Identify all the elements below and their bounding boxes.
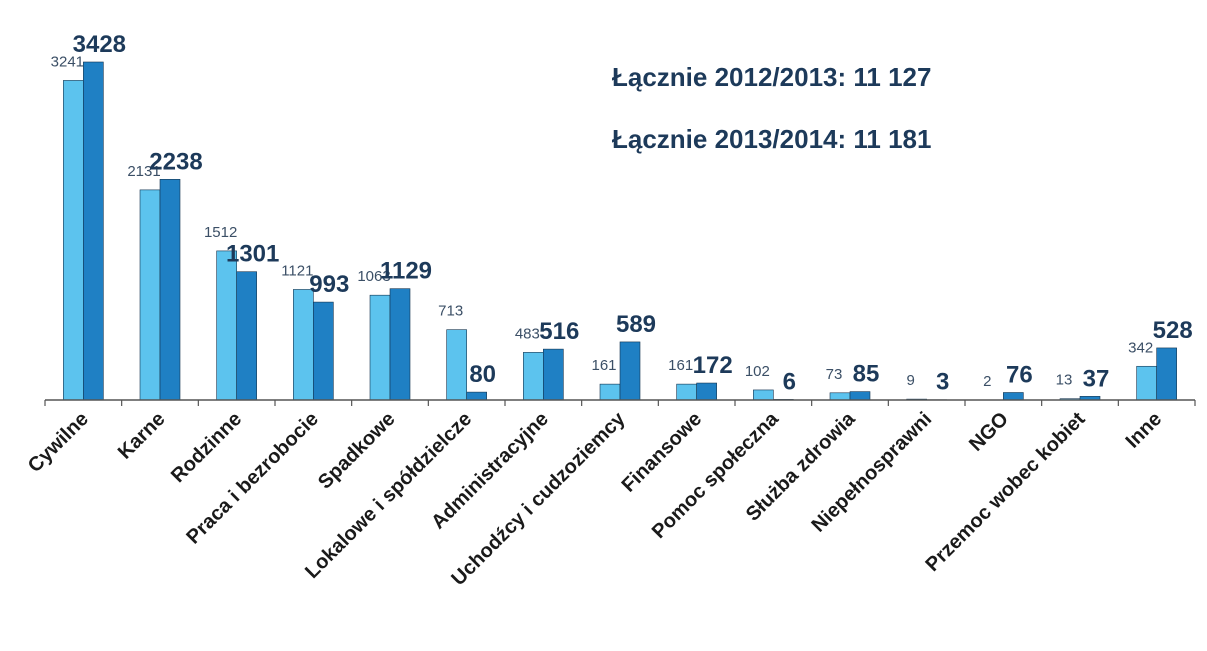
value-label: 589 <box>616 311 656 338</box>
value-label: 483 <box>515 325 540 342</box>
bar <box>1136 365 1157 401</box>
bar <box>1156 347 1177 401</box>
value-label: 73 <box>826 366 843 383</box>
bar <box>313 301 334 401</box>
bar <box>829 392 851 401</box>
value-label: 3241 <box>51 53 84 70</box>
value-label: 1512 <box>204 224 237 241</box>
bar <box>523 352 544 401</box>
value-label: 9 <box>906 372 914 389</box>
bar <box>619 341 641 401</box>
value-label: 2 <box>983 373 991 390</box>
bar <box>696 382 717 401</box>
value-label: 713 <box>438 303 463 320</box>
x-tick-label: Inne <box>1122 408 1167 453</box>
bar <box>599 383 621 401</box>
bar <box>849 391 871 401</box>
value-label: 37 <box>1083 365 1110 392</box>
value-label: 13 <box>1056 372 1073 389</box>
bar <box>216 250 237 401</box>
x-tick-label: Przemoc wobec kobiet <box>922 408 1090 576</box>
value-label: 161 <box>668 357 693 374</box>
annotation: Łącznie 2013/2014: 11 181 <box>612 124 931 154</box>
value-label: 80 <box>469 361 496 388</box>
x-tick-label: Rodzinne <box>167 408 246 487</box>
bar <box>159 179 181 401</box>
bar <box>1003 392 1024 401</box>
bar <box>139 189 161 401</box>
x-tick-label: Cywilne <box>24 408 93 477</box>
annotation: Łącznie 2012/2013: 11 127 <box>612 62 931 92</box>
value-label: 1301 <box>226 241 279 268</box>
value-label: 1129 <box>380 258 432 285</box>
x-tick-label: Karne <box>114 408 170 464</box>
bar <box>293 289 314 401</box>
bar <box>63 80 84 401</box>
value-label: 161 <box>591 357 616 374</box>
bar <box>446 329 467 401</box>
x-tick-label: Pomoc społeczna <box>648 407 784 543</box>
bar <box>83 61 104 401</box>
value-label: 1121 <box>281 262 313 279</box>
value-label: 85 <box>853 361 880 388</box>
bar <box>466 391 487 401</box>
x-tick-label: Praca i bezrobocie <box>182 408 323 549</box>
value-label: 2131 <box>127 163 160 180</box>
bar <box>236 271 257 401</box>
bar <box>543 348 564 401</box>
value-label: 2238 <box>149 148 202 175</box>
value-label: 172 <box>693 352 733 379</box>
value-label: 516 <box>539 318 579 345</box>
value-label: 6 <box>783 368 796 395</box>
value-label: 528 <box>1153 317 1193 344</box>
bar <box>676 383 697 401</box>
value-label: 342 <box>1128 339 1153 356</box>
value-label: 76 <box>1006 362 1033 389</box>
value-label: 3428 <box>73 31 126 58</box>
x-tick-label: NGO <box>965 408 1013 456</box>
value-label: 1063 <box>357 268 390 285</box>
bar <box>369 294 391 401</box>
bar <box>753 389 774 401</box>
bar <box>389 288 411 401</box>
value-label: 102 <box>745 363 770 380</box>
value-label: 3 <box>936 369 949 396</box>
value-label: 993 <box>309 271 349 298</box>
